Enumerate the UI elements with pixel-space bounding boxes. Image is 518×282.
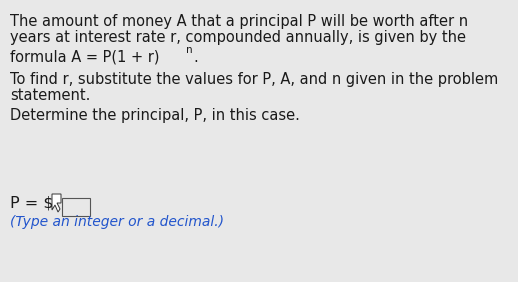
Polygon shape (52, 194, 61, 212)
Text: years at interest rate r, compounded annually, is given by the: years at interest rate r, compounded ann… (10, 30, 466, 45)
Text: statement.: statement. (10, 88, 90, 103)
Text: (Type an integer or a decimal.): (Type an integer or a decimal.) (10, 215, 224, 229)
Text: n: n (186, 45, 193, 55)
Text: formula A = P(1 + r): formula A = P(1 + r) (10, 50, 160, 65)
Text: To find r, substitute the values for P, A, and n given in the problem: To find r, substitute the values for P, … (10, 72, 498, 87)
Text: Determine the principal, P, in this case.: Determine the principal, P, in this case… (10, 108, 300, 123)
Text: P = $: P = $ (10, 196, 54, 211)
Text: .: . (193, 50, 198, 65)
Text: The amount of money A that a principal P will be worth after n: The amount of money A that a principal P… (10, 14, 468, 29)
Bar (62, 198, 90, 216)
